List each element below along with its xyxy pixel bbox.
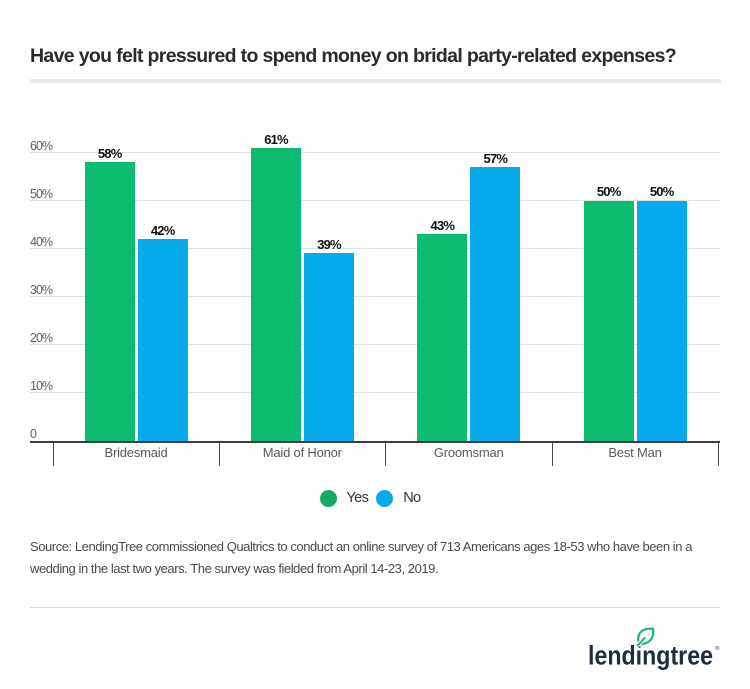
- svg-text:lendingtree: lendingtree: [588, 640, 713, 670]
- svg-text:®: ®: [715, 645, 720, 652]
